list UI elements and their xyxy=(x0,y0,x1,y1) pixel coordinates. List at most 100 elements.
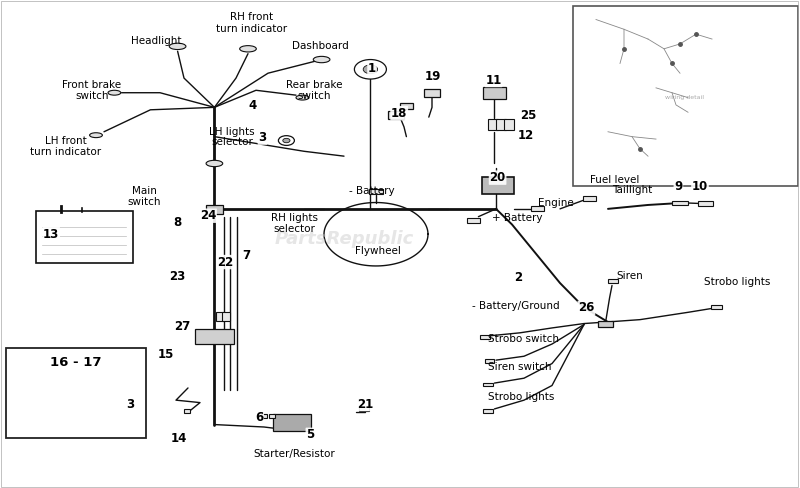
Text: switch: switch xyxy=(75,91,109,101)
Bar xyxy=(222,312,230,321)
Text: 20: 20 xyxy=(490,171,506,184)
Text: Siren: Siren xyxy=(616,271,642,281)
Ellipse shape xyxy=(90,133,102,138)
Bar xyxy=(467,218,480,223)
Text: Taillight: Taillight xyxy=(612,185,652,195)
Text: Fuel level: Fuel level xyxy=(590,176,640,185)
Bar xyxy=(400,103,413,109)
Ellipse shape xyxy=(206,160,222,166)
Bar xyxy=(504,119,514,130)
Text: Main: Main xyxy=(131,186,157,196)
Bar xyxy=(261,414,267,418)
Text: 3: 3 xyxy=(126,398,134,411)
Bar xyxy=(483,409,493,413)
Text: Headlight: Headlight xyxy=(130,37,182,46)
Bar xyxy=(195,329,234,344)
Ellipse shape xyxy=(296,95,309,100)
FancyBboxPatch shape xyxy=(36,211,133,263)
Bar xyxy=(711,305,722,309)
Bar xyxy=(482,177,514,194)
Text: 26: 26 xyxy=(578,302,594,314)
Text: - Battery: - Battery xyxy=(349,186,395,196)
Bar xyxy=(483,383,493,386)
Text: switch: switch xyxy=(127,197,161,207)
Bar xyxy=(483,87,506,99)
Text: 8: 8 xyxy=(174,216,182,228)
Text: Siren switch: Siren switch xyxy=(488,363,551,372)
Text: RH lights: RH lights xyxy=(271,213,318,223)
Bar xyxy=(672,201,688,205)
Text: 24: 24 xyxy=(200,209,216,222)
Bar xyxy=(488,119,498,130)
Text: 14: 14 xyxy=(171,432,187,445)
Text: selector: selector xyxy=(274,224,315,234)
Bar xyxy=(216,312,224,321)
Text: selector: selector xyxy=(211,138,253,147)
Ellipse shape xyxy=(314,56,330,63)
Bar xyxy=(424,89,440,97)
Text: Flywheel: Flywheel xyxy=(355,246,402,256)
Text: RH front: RH front xyxy=(230,12,274,22)
Text: Strobo lights: Strobo lights xyxy=(488,392,554,402)
FancyBboxPatch shape xyxy=(6,348,146,438)
Bar xyxy=(598,321,613,327)
Text: 18: 18 xyxy=(391,107,407,120)
Text: Front brake: Front brake xyxy=(62,81,122,90)
Bar xyxy=(359,407,369,411)
Text: 9: 9 xyxy=(674,180,682,193)
Circle shape xyxy=(282,139,290,143)
Ellipse shape xyxy=(240,45,256,52)
Bar xyxy=(388,111,404,119)
Bar xyxy=(206,205,223,214)
Text: 1: 1 xyxy=(368,62,376,75)
Text: 4: 4 xyxy=(249,99,257,112)
Text: Rear brake: Rear brake xyxy=(286,81,342,90)
Bar xyxy=(583,196,596,201)
Text: 27: 27 xyxy=(174,321,190,333)
Text: Strobo lights: Strobo lights xyxy=(704,277,770,287)
Text: 25: 25 xyxy=(520,109,536,122)
Text: Dashboard: Dashboard xyxy=(292,41,348,51)
Text: 21: 21 xyxy=(357,398,373,410)
Circle shape xyxy=(278,136,294,145)
Text: PartsRepublic: PartsRepublic xyxy=(274,230,414,248)
Text: - Battery/Ground: - Battery/Ground xyxy=(472,302,560,311)
Ellipse shape xyxy=(108,90,121,95)
Bar xyxy=(496,119,506,130)
Bar xyxy=(269,414,275,418)
Bar xyxy=(485,359,494,363)
Text: switch: switch xyxy=(298,91,331,101)
Bar xyxy=(369,189,383,194)
Text: 7: 7 xyxy=(242,249,250,262)
Text: LH lights: LH lights xyxy=(209,127,255,137)
Text: 12: 12 xyxy=(518,129,534,142)
Text: 3: 3 xyxy=(258,131,266,144)
FancyBboxPatch shape xyxy=(573,6,798,186)
Ellipse shape xyxy=(170,43,186,50)
Bar xyxy=(531,206,544,211)
Text: 10: 10 xyxy=(692,180,708,193)
Text: 23: 23 xyxy=(170,270,186,283)
Text: Engine: Engine xyxy=(538,199,574,208)
Text: LH front: LH front xyxy=(45,137,86,146)
Text: wiring detail: wiring detail xyxy=(666,95,704,100)
Text: 13: 13 xyxy=(43,228,59,241)
Text: Strobo switch: Strobo switch xyxy=(488,334,559,344)
Text: 22: 22 xyxy=(217,256,233,268)
Text: 19: 19 xyxy=(425,70,441,83)
Text: 5: 5 xyxy=(306,428,314,441)
Text: 11: 11 xyxy=(486,74,502,86)
Bar xyxy=(184,409,190,413)
Bar xyxy=(273,413,311,430)
Text: 6: 6 xyxy=(255,411,263,424)
Text: turn indicator: turn indicator xyxy=(217,24,287,34)
Text: Starter/Resistor: Starter/Resistor xyxy=(254,449,335,459)
Text: 2: 2 xyxy=(514,271,522,284)
Bar xyxy=(608,279,618,283)
Text: + Battery: + Battery xyxy=(492,213,542,223)
Text: 15: 15 xyxy=(158,348,174,361)
Bar xyxy=(480,335,490,339)
Circle shape xyxy=(363,65,378,74)
Text: turn indicator: turn indicator xyxy=(30,147,101,157)
Circle shape xyxy=(354,60,386,79)
